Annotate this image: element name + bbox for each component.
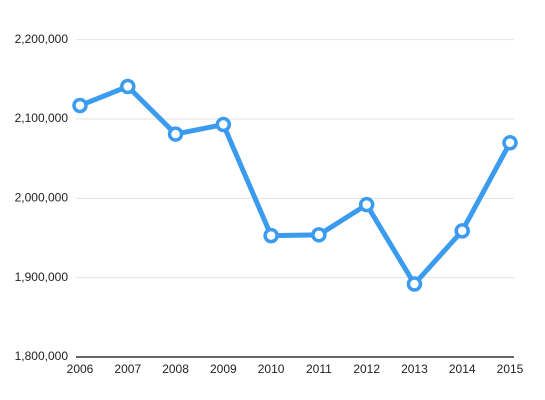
- point-marker: [120, 78, 136, 95]
- point-marker: [454, 223, 470, 239]
- x-tick-label: 2012: [353, 362, 380, 376]
- point-marker: [167, 126, 184, 142]
- y-tick-label: 1,900,000: [15, 270, 69, 284]
- x-tick-label: 2015: [497, 362, 524, 376]
- series-line: [79, 83, 513, 287]
- point-marker: [215, 116, 232, 133]
- point-marker: [72, 97, 88, 114]
- y-tick-label: 2,000,000: [15, 191, 69, 205]
- x-tick-label: 2014: [449, 362, 476, 376]
- point-marker: [406, 276, 423, 292]
- y-tick-label: 2,200,000: [15, 32, 69, 46]
- x-tick-label: 2006: [67, 362, 94, 376]
- y-tick-label: 2,100,000: [15, 111, 69, 125]
- y-tick-label: 1,800,000: [15, 349, 69, 363]
- x-tick-label: 2010: [258, 362, 285, 376]
- x-tick-label: 2009: [210, 362, 237, 376]
- point-marker: [502, 135, 518, 151]
- x-tick-label: 2011: [306, 362, 332, 376]
- x-tick-label: 2007: [114, 362, 141, 376]
- point-marker: [311, 227, 327, 243]
- x-tick-label: 2008: [162, 362, 189, 376]
- x-tick-label: 2013: [401, 362, 428, 376]
- point-marker: [358, 196, 375, 213]
- point-marker: [263, 227, 279, 244]
